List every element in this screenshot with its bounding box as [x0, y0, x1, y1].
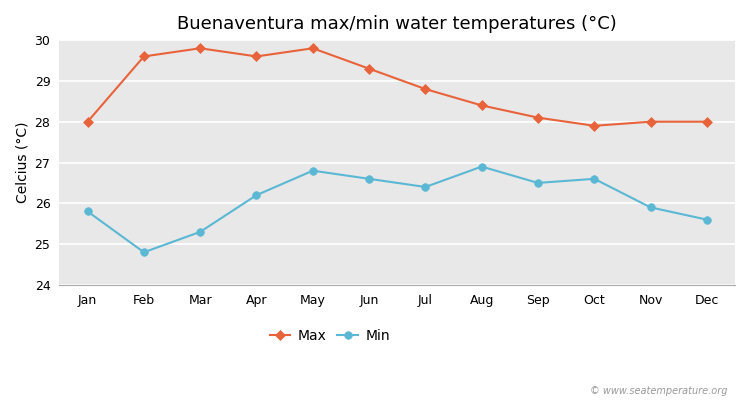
- Min: [140, 250, 148, 255]
- Min: [308, 168, 317, 173]
- Min: [196, 230, 205, 234]
- Min: [364, 176, 374, 181]
- Max: [308, 46, 317, 51]
- Title: Buenaventura max/min water temperatures (°C): Buenaventura max/min water temperatures …: [177, 15, 617, 33]
- Line: Min: Min: [84, 163, 711, 256]
- Max: [646, 119, 655, 124]
- Max: [140, 54, 148, 59]
- Line: Max: Max: [84, 45, 710, 129]
- Min: [646, 205, 655, 210]
- Max: [590, 123, 598, 128]
- Max: [702, 119, 711, 124]
- Y-axis label: Celcius (°C): Celcius (°C): [15, 122, 29, 203]
- Max: [83, 119, 92, 124]
- Min: [702, 217, 711, 222]
- Max: [252, 54, 261, 59]
- Min: [590, 176, 598, 181]
- Max: [196, 46, 205, 51]
- Legend: Max, Min: Max, Min: [264, 324, 395, 349]
- Max: [477, 103, 486, 108]
- Min: [421, 184, 430, 189]
- Max: [533, 115, 542, 120]
- Min: [477, 164, 486, 169]
- Max: [364, 66, 374, 71]
- Min: [83, 209, 92, 214]
- Min: [533, 180, 542, 185]
- Max: [421, 87, 430, 92]
- Text: © www.seatemperature.org: © www.seatemperature.org: [590, 386, 728, 396]
- Min: [252, 193, 261, 198]
